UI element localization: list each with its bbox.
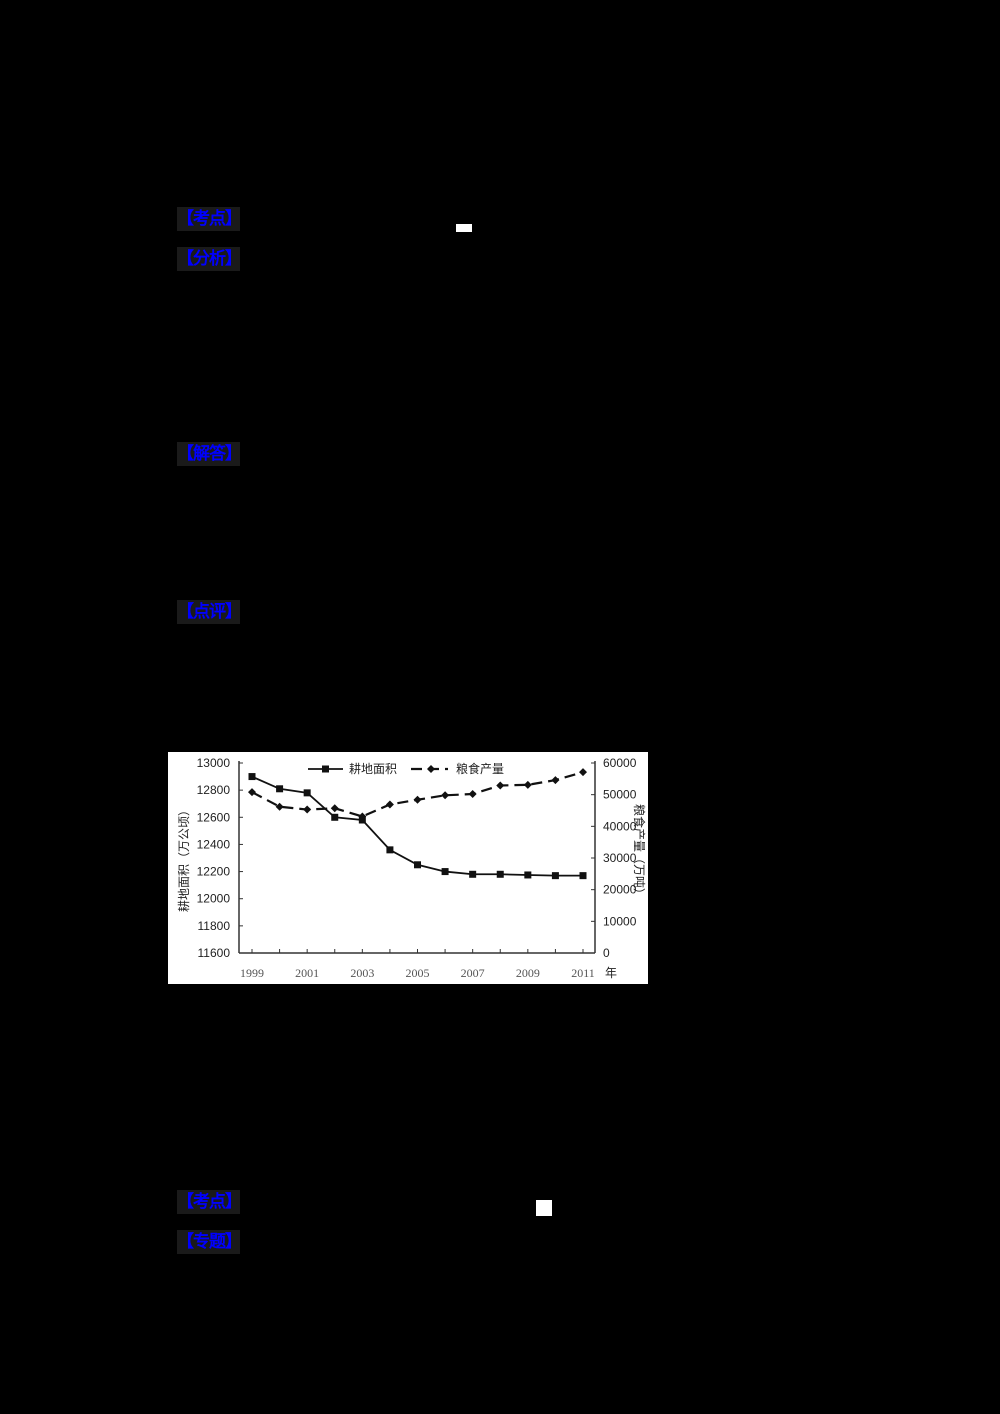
svg-text:粮食产量（万吨）: 粮食产量（万吨）: [632, 804, 647, 900]
svg-text:11800: 11800: [198, 919, 231, 933]
svg-text:2011: 2011: [571, 966, 595, 980]
section-label-dianping: 【点评】: [177, 600, 240, 624]
svg-text:耕地面积: 耕地面积: [349, 761, 397, 776]
chart-canvas: 13000 12800 12600 12400 12200 12000 11800 11600…: [176, 756, 647, 980]
svg-text:12000: 12000: [197, 892, 231, 906]
section-label-zhuanti: 【专题】: [177, 1230, 240, 1254]
svg-text:11600: 11600: [198, 946, 231, 960]
svg-text:60000: 60000: [603, 756, 637, 770]
svg-text:2005: 2005: [406, 966, 430, 980]
svg-text:年: 年: [605, 966, 617, 980]
answer-blank-marker-2: [536, 1200, 552, 1216]
svg-text:10000: 10000: [603, 914, 637, 928]
svg-text:50000: 50000: [603, 788, 637, 802]
land-grain-line-chart: 13000 12800 12600 12400 12200 12000 11800 11600…: [168, 752, 648, 984]
cultivated-land-line: [251, 775, 583, 877]
svg-text:12200: 12200: [197, 865, 231, 879]
section-label-kaodian-2: 【考点】: [177, 1190, 240, 1214]
svg-text:粮食产量: 粮食产量: [456, 761, 504, 776]
section-label-kaodian: 【考点】: [177, 207, 240, 231]
answer-blank-marker: [456, 224, 472, 232]
svg-text:2009: 2009: [516, 966, 540, 980]
svg-text:耕地面积（万公顷）: 耕地面积（万公顷）: [176, 804, 191, 912]
svg-text:12400: 12400: [197, 837, 231, 851]
svg-text:13000: 13000: [197, 756, 231, 770]
svg-text:12600: 12600: [197, 810, 231, 824]
svg-text:2007: 2007: [461, 966, 485, 980]
section-label-jieda: 【解答】: [177, 442, 240, 466]
svg-text:30000: 30000: [603, 851, 637, 865]
grain-output-line: [251, 771, 584, 818]
svg-text:1999: 1999: [240, 966, 264, 980]
svg-text:2003: 2003: [350, 966, 374, 980]
section-label-fenxi: 【分析】: [177, 247, 240, 271]
svg-text:0: 0: [603, 946, 610, 960]
svg-text:2001: 2001: [295, 966, 319, 980]
svg-text:40000: 40000: [603, 819, 637, 833]
svg-text:20000: 20000: [603, 883, 637, 897]
svg-text:12800: 12800: [197, 783, 231, 797]
